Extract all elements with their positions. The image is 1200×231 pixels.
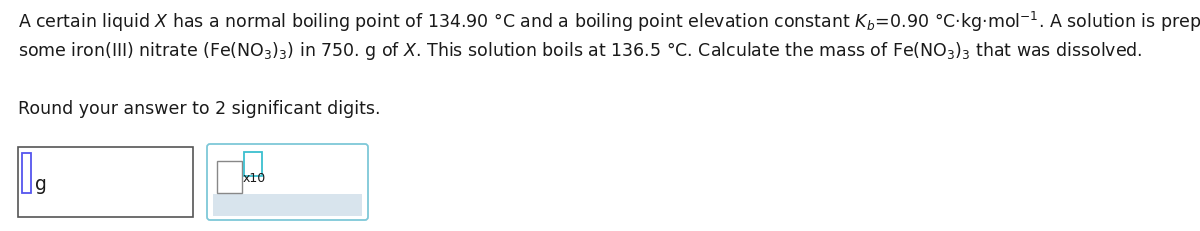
Text: A certain liquid $\mathit{X}$ has a normal boiling point of 134.90 °C and a boil: A certain liquid $\mathit{X}$ has a norm… [18,10,1200,34]
Text: Round your answer to 2 significant digits.: Round your answer to 2 significant digit… [18,100,380,118]
FancyBboxPatch shape [208,144,368,220]
Bar [244,152,262,176]
Text: g: g [35,175,47,194]
Text: x10: x10 [242,172,266,185]
Bar [214,194,362,216]
Bar [217,161,242,193]
Bar [22,153,31,193]
Text: some iron(III) nitrate $\mathrm{(Fe(NO_3)_3)}$ in 750. g of $\mathit{X}$. This s: some iron(III) nitrate $\mathrm{(Fe(NO_3… [18,40,1142,62]
Bar [18,147,193,217]
